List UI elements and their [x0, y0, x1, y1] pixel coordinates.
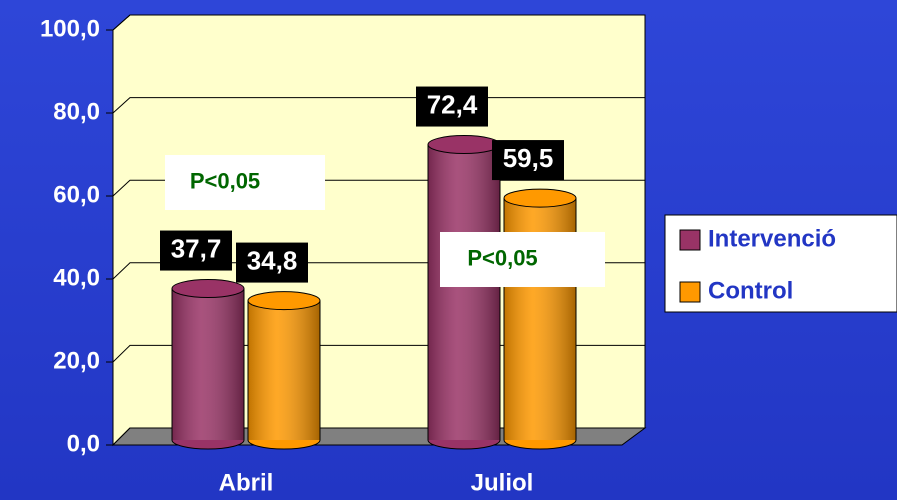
value-label-box: [236, 242, 308, 283]
x-tick-label: Abril: [219, 469, 274, 496]
y-tick-label: 20,0: [53, 347, 100, 374]
value-label: 59,5: [503, 143, 554, 173]
annotation: P<0,05: [467, 245, 537, 270]
legend-label: Control: [708, 277, 793, 304]
value-label: 72,4: [427, 89, 478, 119]
value-label: 37,7: [171, 233, 222, 263]
y-tick-label: 0,0: [67, 430, 100, 457]
x-tick-label: Juliol: [471, 469, 534, 496]
value-label-box: [492, 140, 564, 181]
annotation-box: [165, 155, 325, 210]
bar: [171, 279, 245, 450]
bar: [503, 188, 577, 450]
value-label: 34,8: [247, 245, 298, 275]
legend-box: [664, 214, 897, 313]
y-tick-label: 40,0: [53, 264, 100, 291]
legend-label: Intervenció: [708, 225, 836, 252]
annotation: P<0,05: [190, 168, 260, 193]
y-tick-label: 60,0: [53, 181, 100, 208]
y-tick-label: 100,0: [40, 15, 100, 42]
bar-shade: [248, 300, 320, 440]
annotation-box: [440, 232, 605, 287]
bar-top: [427, 135, 501, 155]
legend-swatch: [679, 229, 701, 251]
value-label-box: [416, 86, 488, 127]
bar: [247, 291, 321, 450]
bar-top: [503, 188, 577, 208]
bar-shade: [428, 144, 500, 441]
bar-shade: [172, 288, 244, 440]
legend-swatch: [679, 281, 701, 303]
bar-top: [171, 279, 245, 299]
bar: [427, 135, 501, 450]
value-label-box: [160, 230, 232, 271]
y-tick-label: 80,0: [53, 98, 100, 125]
grid-line: [112, 14, 645, 31]
bar-top: [247, 291, 321, 311]
